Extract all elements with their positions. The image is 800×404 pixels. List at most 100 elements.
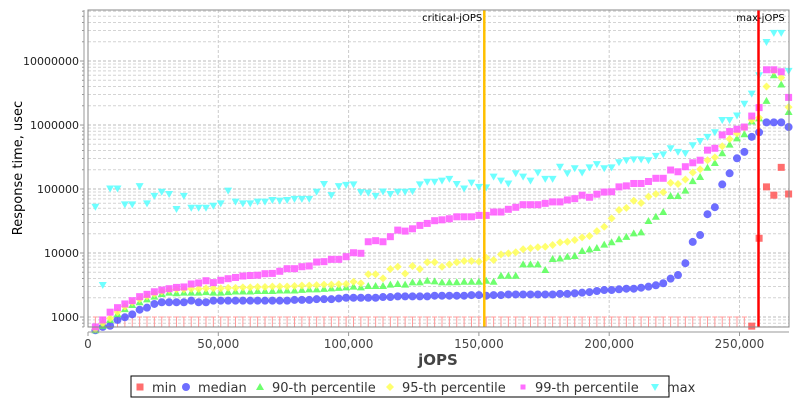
point-99-th-percentile bbox=[372, 237, 380, 245]
point-99-th-percentile bbox=[482, 211, 490, 219]
point-max bbox=[157, 188, 166, 196]
point-max bbox=[238, 200, 247, 208]
point-median bbox=[157, 298, 166, 307]
point-median bbox=[688, 237, 697, 246]
point-median bbox=[319, 295, 328, 304]
point-max bbox=[732, 112, 741, 120]
point-max bbox=[511, 170, 520, 178]
point-median bbox=[386, 293, 395, 302]
point-max bbox=[98, 282, 107, 290]
point-min bbox=[770, 191, 778, 199]
point-90-th-percentile bbox=[696, 173, 705, 181]
point-95-th-percentile bbox=[231, 283, 240, 292]
point-99-th-percentile bbox=[349, 249, 357, 257]
point-90-th-percentile bbox=[489, 277, 498, 285]
point-median bbox=[106, 321, 115, 330]
point-median bbox=[666, 274, 675, 283]
point-max bbox=[106, 185, 115, 193]
point-max bbox=[312, 188, 321, 196]
point-max bbox=[393, 188, 402, 196]
point-99-th-percentile bbox=[246, 272, 254, 280]
point-max bbox=[460, 185, 469, 193]
point-99-th-percentile bbox=[342, 253, 350, 261]
point-median bbox=[371, 293, 380, 302]
point-max bbox=[555, 163, 564, 171]
point-max bbox=[371, 192, 380, 200]
point-95-th-percentile bbox=[260, 282, 269, 291]
point-90-th-percentile bbox=[349, 282, 358, 290]
point-max bbox=[305, 195, 314, 203]
point-95-th-percentile bbox=[519, 245, 528, 254]
point-median bbox=[519, 290, 528, 299]
point-95-th-percentile bbox=[600, 222, 609, 231]
x-tick-label: 200,000 bbox=[584, 337, 634, 351]
min-offscale-ticks bbox=[92, 316, 747, 327]
point-95-th-percentile bbox=[496, 250, 505, 259]
point-max bbox=[570, 165, 579, 173]
point-95-th-percentile bbox=[297, 281, 306, 290]
point-95-th-percentile bbox=[666, 178, 675, 187]
point-95-th-percentile bbox=[378, 274, 387, 283]
point-95-th-percentile bbox=[216, 284, 225, 293]
point-99-th-percentile bbox=[541, 199, 549, 207]
point-max bbox=[696, 137, 705, 145]
point-90-th-percentile bbox=[703, 163, 712, 171]
point-99-th-percentile bbox=[290, 265, 298, 273]
point-median bbox=[401, 292, 410, 301]
point-90-th-percentile bbox=[445, 278, 454, 286]
point-99-th-percentile bbox=[423, 219, 431, 227]
point-median bbox=[356, 293, 365, 302]
point-95-th-percentile bbox=[725, 134, 734, 143]
legend-label: 95-th percentile bbox=[402, 381, 506, 396]
x-tick-label: 50,000 bbox=[197, 337, 239, 351]
point-90-th-percentile bbox=[673, 191, 682, 199]
jops-markers: critical-jOPS max-jOPS bbox=[422, 10, 785, 327]
point-99-th-percentile bbox=[401, 227, 409, 235]
point-99-th-percentile bbox=[416, 221, 424, 229]
point-99-th-percentile bbox=[467, 213, 475, 221]
point-95-th-percentile bbox=[607, 214, 616, 223]
point-max bbox=[585, 164, 594, 172]
legend-label: 99-th percentile bbox=[535, 381, 639, 396]
point-95-th-percentile bbox=[275, 282, 284, 291]
point-max bbox=[519, 173, 528, 181]
point-99-th-percentile bbox=[453, 213, 461, 221]
point-95-th-percentile bbox=[334, 280, 343, 289]
point-99-th-percentile bbox=[431, 217, 439, 225]
point-90-th-percentile bbox=[371, 282, 380, 290]
point-95-th-percentile bbox=[614, 206, 623, 215]
point-min bbox=[748, 322, 756, 330]
point-90-th-percentile bbox=[651, 212, 660, 220]
point-90-th-percentile bbox=[423, 276, 432, 284]
point-95-th-percentile bbox=[651, 189, 660, 198]
point-median bbox=[578, 288, 587, 297]
point-median bbox=[511, 290, 520, 299]
point-median bbox=[216, 296, 225, 305]
legend-swatch bbox=[386, 383, 394, 391]
point-median bbox=[297, 295, 306, 304]
point-median bbox=[659, 279, 668, 288]
point-99-th-percentile bbox=[128, 297, 136, 305]
point-median bbox=[120, 313, 129, 322]
x-tick-label: 250,000 bbox=[715, 337, 765, 351]
point-99-th-percentile bbox=[305, 262, 313, 270]
point-95-th-percentile bbox=[408, 261, 417, 270]
point-95-th-percentile bbox=[681, 175, 690, 184]
point-median bbox=[570, 289, 579, 298]
point-99-th-percentile bbox=[217, 276, 225, 284]
point-95-th-percentile bbox=[246, 283, 255, 292]
point-95-th-percentile bbox=[659, 188, 668, 197]
point-max bbox=[187, 204, 196, 212]
point-99-th-percentile bbox=[689, 159, 697, 167]
point-95-th-percentile bbox=[511, 248, 520, 257]
point-99-th-percentile bbox=[608, 188, 616, 196]
point-median bbox=[600, 286, 609, 295]
legend-swatch bbox=[136, 383, 144, 391]
point-median bbox=[622, 284, 631, 293]
point-95-th-percentile bbox=[290, 282, 299, 291]
point-99-th-percentile bbox=[143, 290, 151, 298]
point-median bbox=[423, 292, 432, 301]
point-max bbox=[216, 200, 225, 208]
point-max bbox=[194, 204, 203, 212]
point-median bbox=[408, 292, 417, 301]
